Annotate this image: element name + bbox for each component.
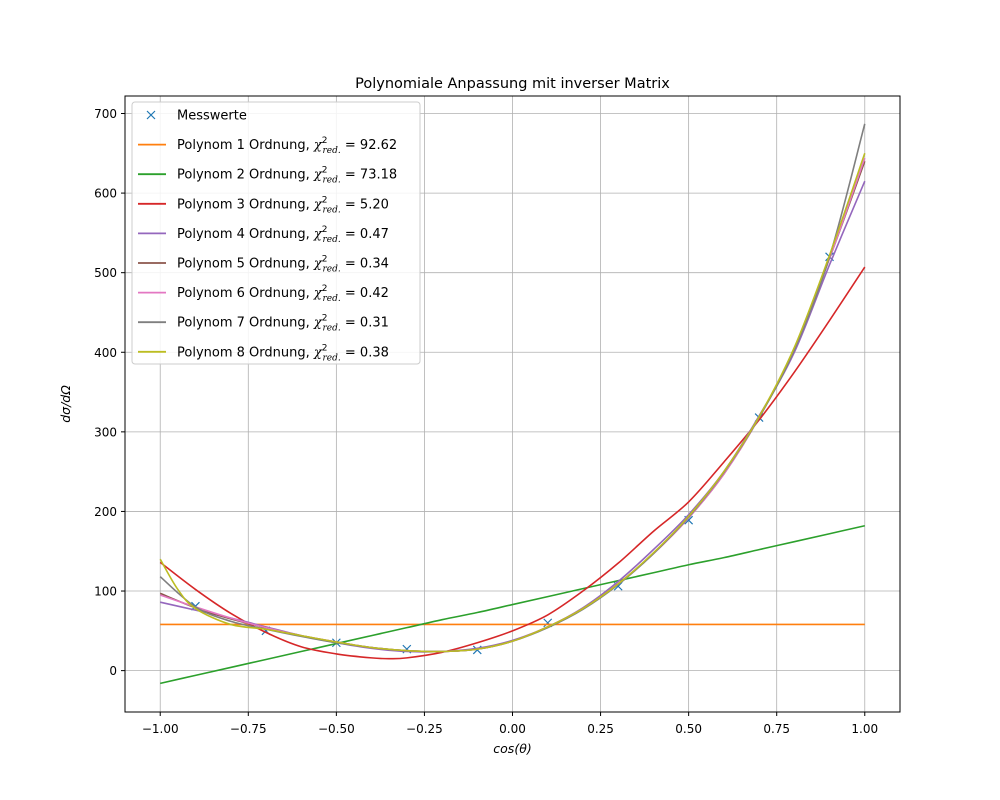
x-tick-label: 0.25 (587, 722, 614, 736)
x-tick-label: −0.75 (230, 722, 267, 736)
series-line-8 (159, 153, 866, 653)
legend-label-7: Polynom 7 Ordnung, χ2 red. = 0.31 (177, 314, 389, 334)
x-tick-label: 1.00 (851, 722, 878, 736)
x-tick-label: 0.00 (499, 722, 526, 736)
legend: Messwerte Polynom 1 Ordnung, χ2 red. = 92.… (131, 101, 421, 365)
y-tick-label: 500 (94, 266, 117, 280)
legend-label-3: Polynom 3 Ordnung, χ2 red. = 5.20 (177, 195, 389, 215)
legend-label-8: Polynom 8 Ordnung, χ2 red. = 0.38 (177, 343, 389, 363)
y-tick-label: 200 (94, 505, 117, 519)
series-line-3 (159, 266, 866, 660)
x-tick-label: 0.50 (675, 722, 702, 736)
legend-label-1: Polynom 1 Ordnung, χ2 red. = 92.62 (177, 136, 397, 156)
y-axis-label: dσ/dΩ (58, 385, 73, 423)
legend-label-4: Polynom 4 Ordnung, χ2 red. = 0.47 (177, 225, 389, 245)
y-tick-label: 700 (94, 107, 117, 121)
x-tick-label: −0.25 (406, 722, 443, 736)
legend-box (131, 101, 421, 365)
x-axis: −1.00 −0.75 −0.50 −0.25 0.00 0.25 0.50 0.75 1.00 (142, 712, 878, 736)
x-tick-label: −0.50 (318, 722, 355, 736)
y-tick-label: 600 (94, 187, 117, 201)
legend-label-5: Polynom 5 Ordnung, χ2 red. = 0.34 (177, 255, 389, 275)
y-axis: 0 100 200 300 400 500 600 700 (94, 107, 125, 678)
x-tick-label: 0.75 (763, 722, 790, 736)
legend-label-6: Polynom 6 Ordnung, χ2 red. = 0.42 (177, 284, 389, 304)
y-tick-label: 300 (94, 425, 117, 439)
y-tick-label: 100 (94, 585, 117, 599)
legend-label-measurements: Messwerte (177, 109, 247, 124)
legend-marker-measurements (146, 110, 156, 120)
x-tick-label: −1.00 (142, 722, 179, 736)
x-axis-label: cos(θ) (493, 741, 531, 756)
series-line-2 (160, 524, 865, 685)
y-tick-label: 400 (94, 346, 117, 360)
plot-area (159, 123, 866, 685)
chart-title: Polynomiale Anpassung mit inverser Matri… (355, 76, 670, 92)
y-tick-label: 0 (109, 664, 117, 678)
legend-label-2: Polynom 2 Ordnung, χ2 red. = 73.18 (177, 166, 397, 186)
